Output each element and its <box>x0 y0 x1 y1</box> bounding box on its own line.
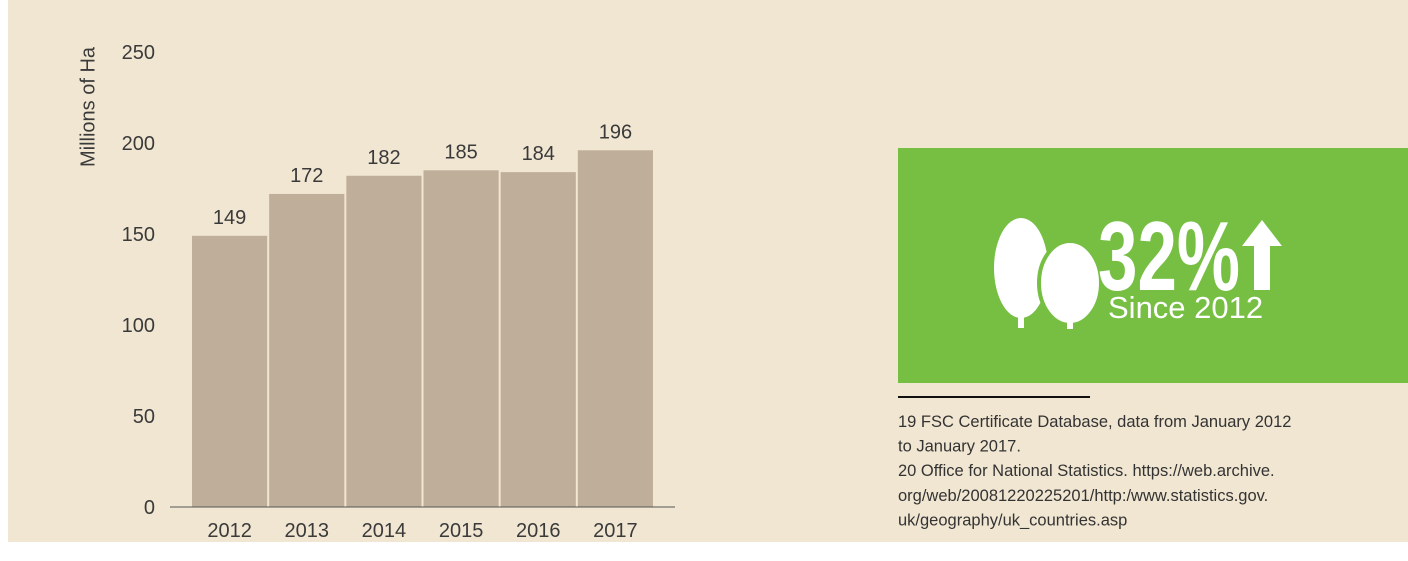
x-tick-label: 2014 <box>362 520 407 542</box>
x-tick-label: 2012 <box>207 520 252 542</box>
y-tick-label: 0 <box>144 497 155 519</box>
data-label: 196 <box>599 121 632 143</box>
bar-chart: 0 50 100 150 200 250 149 2012 172 2013 182 2014 185 2… <box>122 42 675 542</box>
data-label: 184 <box>522 143 555 165</box>
x-tick-label: 2013 <box>285 520 330 542</box>
y-tick-label: 100 <box>122 315 155 337</box>
callout-subtitle: Since 2012 <box>1108 290 1263 325</box>
footnote-line: org/web/20081220225201/http:/www.statist… <box>898 487 1268 505</box>
callout-box <box>898 148 1408 383</box>
y-tick-label: 250 <box>122 42 155 64</box>
footnote-line: 19 FSC Certificate Database, data from J… <box>898 413 1291 431</box>
bar <box>269 193 345 507</box>
y-tick-label: 200 <box>122 133 155 155</box>
x-tick-label: 2015 <box>439 520 484 542</box>
data-label: 182 <box>367 147 400 169</box>
data-label: 172 <box>290 165 323 187</box>
footnotes: 19 FSC Certificate Database, data from J… <box>898 413 1291 529</box>
footnote-line: to January 2017. <box>898 438 1021 456</box>
x-tick-label: 2017 <box>593 520 638 542</box>
y-tick-label: 150 <box>122 224 155 246</box>
data-label: 149 <box>213 207 246 229</box>
trees-icon <box>994 218 1103 329</box>
up-arrow <box>1242 220 1282 290</box>
tree-trunk <box>1018 300 1024 328</box>
bar <box>192 235 268 507</box>
y-tick-label: 50 <box>133 406 155 428</box>
callout-headline: 32% <box>1098 201 1240 311</box>
bar <box>423 170 499 508</box>
tree <box>994 218 1048 318</box>
footnote-line: 20 Office for National Statistics. https… <box>898 462 1275 480</box>
data-label: 185 <box>444 141 477 163</box>
x-tick-label: 2016 <box>516 520 561 542</box>
bar <box>346 175 422 507</box>
footnote-line: uk/geography/uk_countries.asp <box>898 511 1127 529</box>
bar <box>577 150 653 507</box>
y-axis-title: Millions of Ha <box>77 46 99 167</box>
tree-trunk <box>1067 305 1073 329</box>
bar <box>500 172 576 507</box>
